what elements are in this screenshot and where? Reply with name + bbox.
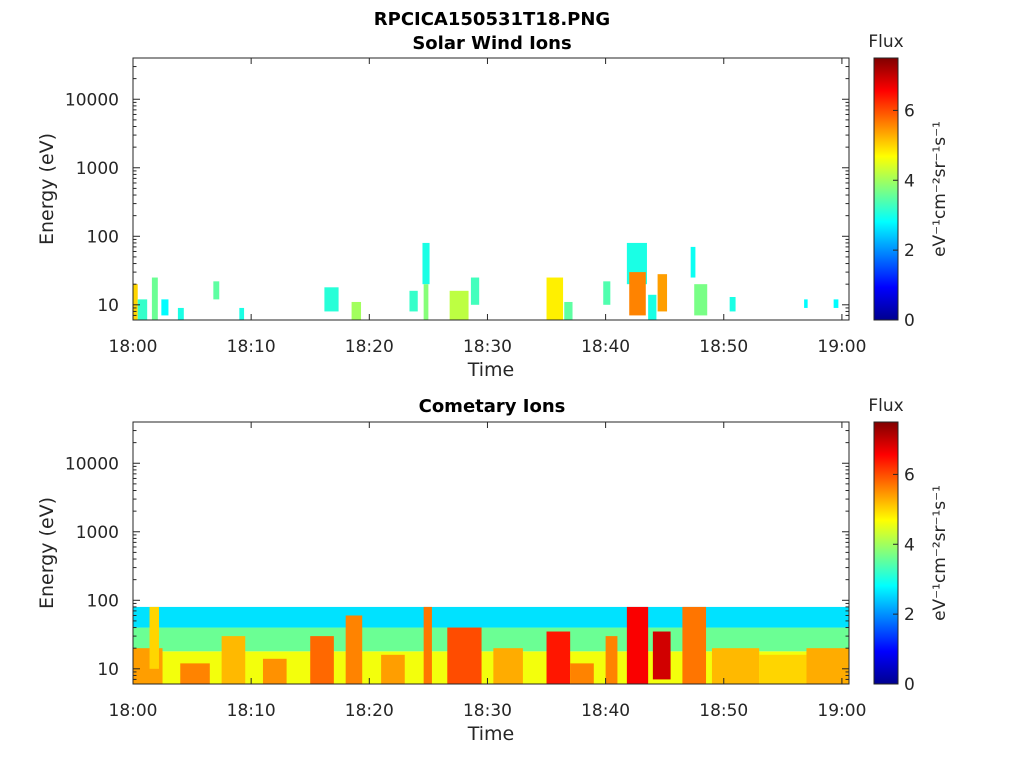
flux-cell: [133, 284, 138, 320]
flux-cell: [629, 272, 646, 316]
flux-cell: [239, 307, 245, 320]
x-tick-label: 18:00: [109, 701, 158, 721]
flux-cell: [324, 287, 339, 312]
flux-cell: [423, 284, 429, 320]
flux-cell: [806, 648, 849, 684]
colorbar-ticks: 0 2 4 6: [893, 465, 915, 695]
spectrogram-area: [133, 242, 839, 320]
x-tick-label: 19:00: [817, 337, 866, 357]
panel-title: Solar Wind Ions: [412, 33, 571, 54]
colorbar-tick-label: 4: [904, 171, 915, 191]
flux-cell: [626, 606, 649, 684]
flux-cell: [381, 654, 405, 684]
y-tick-label: 10: [97, 296, 119, 316]
flux-cell: [422, 242, 430, 285]
flux-cell: [151, 277, 158, 320]
flux-cell: [570, 663, 594, 684]
x-tick-label: 18:40: [581, 701, 630, 721]
x-tick-label: 18:20: [345, 337, 394, 357]
colorbar-title: Flux: [868, 396, 903, 416]
panel-title: Cometary Ions: [419, 396, 566, 417]
flux-cell: [161, 299, 169, 316]
flux-cell: [759, 654, 807, 684]
flux-cell: [310, 636, 334, 684]
flux-cell: [564, 301, 573, 320]
flux-cell: [149, 606, 159, 669]
axes-frame: [132, 421, 850, 685]
y-tick-label: 1000: [76, 523, 119, 543]
flux-cell: [648, 294, 657, 320]
flux-cell: [133, 606, 849, 628]
colorbar-units: eV⁻¹cm⁻²sr⁻¹s⁻¹: [930, 485, 950, 621]
x-tick-label: 18:40: [581, 337, 630, 357]
colorbar-tick-label: 2: [904, 241, 915, 261]
x-tick-label: 18:50: [699, 701, 748, 721]
colorbar-units: eV⁻¹cm⁻²sr⁻¹s⁻¹: [930, 121, 950, 257]
colorbar-tick-label: 6: [904, 101, 915, 121]
flux-cell: [345, 615, 363, 684]
panel-solar-wind: Solar Wind Ions 18:00 18:10 18:20 18:30 18:4…: [36, 32, 950, 381]
colorbar-title: Flux: [868, 32, 903, 52]
x-tick-label: 18:30: [463, 701, 512, 721]
flux-cell: [657, 274, 668, 312]
flux-cell: [449, 290, 469, 320]
flux-cell: [804, 299, 808, 308]
x-tick-label: 18:10: [227, 337, 276, 357]
x-tick-label: 18:50: [699, 337, 748, 357]
flux-cell: [546, 631, 571, 684]
flux-cell: [652, 631, 671, 680]
x-tick-label: 18:10: [227, 701, 276, 721]
panel-cometary: Cometary Ions 18:00 18:10 18:20 18:30 18:40 1…: [36, 396, 950, 745]
flux-cell: [833, 299, 839, 308]
y-axis-label: Energy (eV): [36, 497, 58, 609]
axes-frame: [132, 57, 850, 321]
flux-cell: [351, 301, 362, 320]
flux-cell: [694, 284, 708, 316]
flux-cell: [447, 627, 482, 684]
y-axis-label: Energy (eV): [36, 133, 58, 245]
x-tick-label: 18:30: [463, 337, 512, 357]
flux-cell: [690, 246, 696, 278]
y-tick-label: 1000: [76, 159, 119, 179]
y-tick-label: 100: [87, 591, 119, 611]
x-axis-label: Time: [467, 723, 515, 745]
flux-cell: [137, 299, 148, 320]
y-tick-label: 10000: [65, 90, 119, 110]
colorbar-tick-label: 2: [904, 605, 915, 625]
x-tick-label: 18:00: [109, 337, 158, 357]
colorbar-tick-label: 6: [904, 465, 915, 485]
flux-cell: [493, 648, 523, 684]
flux-cell: [605, 636, 618, 684]
colorbar: [873, 421, 899, 685]
flux-cell: [682, 606, 707, 684]
flux-cell: [603, 281, 611, 305]
flux-cell: [177, 307, 184, 320]
flux-cell: [180, 663, 210, 684]
tick-group: 18:00 18:10 18:20 18:30 18:40 18:50 19:00 10 100…: [65, 421, 866, 721]
x-tick-label: 18:20: [345, 701, 394, 721]
flux-cell: [262, 658, 287, 684]
colorbar: [873, 57, 899, 321]
flux-cell: [711, 648, 760, 684]
x-axis-label: Time: [467, 359, 515, 381]
spectrogram-area: [133, 606, 849, 684]
flux-cell: [546, 277, 564, 320]
colorbar-tick-label: 4: [904, 535, 915, 555]
flux-cell: [423, 606, 432, 684]
colorbar-ticks: 0 2 4 6: [893, 101, 915, 331]
colorbar-tick-label: 0: [904, 311, 915, 331]
figure-title: RPCICA150531T18.PNG: [374, 9, 610, 30]
y-tick-label: 10: [97, 660, 119, 680]
flux-cell: [409, 290, 418, 312]
flux-cell: [213, 281, 220, 300]
y-tick-label: 10000: [65, 454, 119, 474]
flux-cell: [221, 636, 246, 684]
flux-cell: [729, 296, 736, 312]
y-tick-label: 100: [87, 227, 119, 247]
x-tick-label: 19:00: [817, 701, 866, 721]
tick-group: 18:00 18:10 18:20 18:30 18:40 18:50 19:00 10 100…: [65, 57, 866, 357]
flux-cell: [470, 277, 480, 305]
colorbar-tick-label: 0: [904, 675, 915, 695]
